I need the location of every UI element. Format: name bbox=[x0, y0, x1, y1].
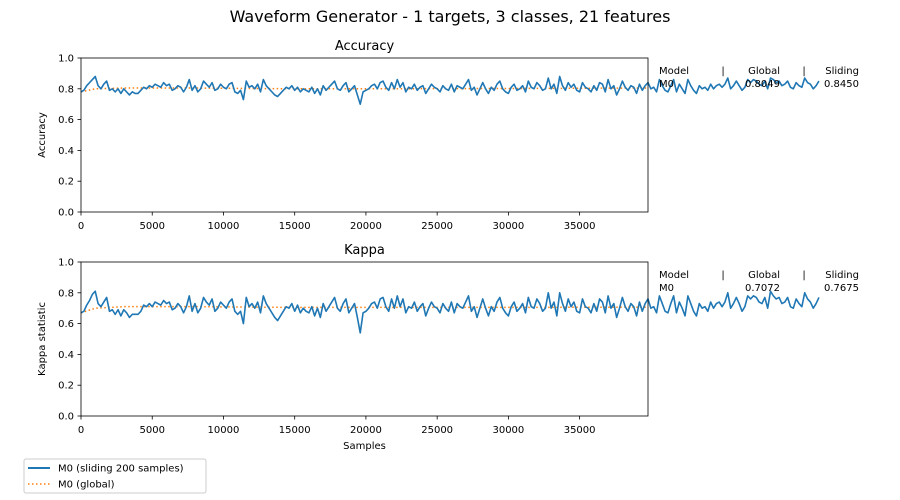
accuracy-series-group bbox=[80, 75, 820, 105]
kappa-ytick-label: 0.2 bbox=[58, 381, 74, 392]
table-cell-sliding: 0.7675 bbox=[824, 283, 859, 294]
table-cell-global: 0.8049 bbox=[745, 79, 780, 90]
kappa-sliding-line bbox=[80, 290, 820, 334]
kappa-ytick-label: 0.6 bbox=[58, 319, 74, 330]
accuracy-title: Accuracy bbox=[335, 39, 395, 54]
legend-global-label: M0 (global) bbox=[58, 480, 115, 491]
table-cell-sliding: 0.8450 bbox=[824, 79, 859, 90]
table-header-sep: | bbox=[802, 270, 805, 281]
accuracy-xtick-label: 5000 bbox=[140, 221, 165, 232]
kappa-stats-table: Model | Global | Sliding M0 0.7072 0.767… bbox=[659, 270, 859, 294]
accuracy-ytick-label: 0.2 bbox=[58, 177, 74, 188]
kappa-xtick-label: 5000 bbox=[140, 425, 165, 436]
kappa-ticks: 0 5000 10000 15000 20000 25000 30000 35000 0.0 0.… bbox=[58, 258, 595, 437]
accuracy-xtick-label: 25000 bbox=[421, 221, 453, 232]
table-cell-model: M0 bbox=[659, 283, 674, 294]
table-header-sliding: Sliding bbox=[825, 66, 859, 77]
kappa-title: Kappa bbox=[344, 243, 385, 258]
table-header-sep: | bbox=[721, 66, 724, 77]
kappa-xlabel: Samples bbox=[343, 441, 386, 452]
kappa-xtick-label: 0 bbox=[78, 425, 84, 436]
accuracy-ytick-label: 0.6 bbox=[58, 115, 74, 126]
accuracy-axes-frame bbox=[80, 57, 649, 213]
accuracy-xtick-label: 0 bbox=[78, 221, 84, 232]
table-header-sep: | bbox=[721, 270, 724, 281]
table-header-model: Model bbox=[659, 270, 689, 281]
accuracy-xtick-label: 35000 bbox=[564, 221, 596, 232]
table-header-model: Model bbox=[659, 66, 689, 77]
accuracy-ylabel: Accuracy bbox=[37, 112, 48, 158]
kappa-series-group bbox=[80, 290, 820, 334]
accuracy-ytick-label: 0.8 bbox=[58, 84, 74, 95]
figure-title: Waveform Generator - 1 targets, 3 classe… bbox=[230, 7, 671, 26]
accuracy-ytick-label: 0.0 bbox=[58, 208, 74, 219]
kappa-ytick-label: 0.4 bbox=[58, 350, 74, 361]
kappa-axes-frame bbox=[80, 261, 649, 417]
legend: M0 (sliding 200 samples) M0 (global) bbox=[23, 458, 207, 494]
table-cell-model: M0 bbox=[659, 79, 674, 90]
accuracy-xtick-label: 15000 bbox=[279, 221, 311, 232]
kappa-xtick-label: 30000 bbox=[492, 425, 524, 436]
kappa-ytick-label: 0.8 bbox=[58, 288, 74, 299]
legend-sliding-label: M0 (sliding 200 samples) bbox=[58, 464, 184, 475]
table-header-global: Global bbox=[748, 270, 780, 281]
accuracy-ticks: 0 5000 10000 15000 20000 25000 30000 35000 0.0 0.… bbox=[58, 54, 595, 233]
accuracy-sliding-line bbox=[80, 75, 820, 105]
accuracy-xtick-label: 30000 bbox=[492, 221, 524, 232]
kappa-ytick-label: 1.0 bbox=[58, 258, 74, 269]
table-header-sliding: Sliding bbox=[825, 270, 859, 281]
table-header-sep: | bbox=[802, 66, 805, 77]
accuracy-ytick-label: 0.4 bbox=[58, 146, 74, 157]
kappa-panel: Kappa Kappa statistic Samples 0 5000 10000… bbox=[37, 243, 859, 452]
table-cell-global: 0.7072 bbox=[745, 283, 780, 294]
kappa-xtick-label: 15000 bbox=[279, 425, 311, 436]
accuracy-stats-table: Model | Global | Sliding M0 0.8049 0.845… bbox=[659, 66, 859, 90]
kappa-xtick-label: 25000 bbox=[421, 425, 453, 436]
kappa-xtick-label: 35000 bbox=[564, 425, 596, 436]
legend-box bbox=[23, 458, 207, 494]
kappa-xtick-label: 10000 bbox=[208, 425, 240, 436]
kappa-ytick-label: 0.0 bbox=[58, 412, 74, 423]
kappa-ylabel: Kappa statistic bbox=[37, 302, 48, 376]
accuracy-xtick-label: 10000 bbox=[208, 221, 240, 232]
accuracy-xtick-label: 20000 bbox=[350, 221, 382, 232]
table-header-global: Global bbox=[748, 66, 780, 77]
kappa-xtick-label: 20000 bbox=[350, 425, 382, 436]
accuracy-ytick-label: 1.0 bbox=[58, 54, 74, 65]
accuracy-panel: Accuracy Accuracy 0 5000 10000 15000 20000 25… bbox=[37, 39, 859, 232]
